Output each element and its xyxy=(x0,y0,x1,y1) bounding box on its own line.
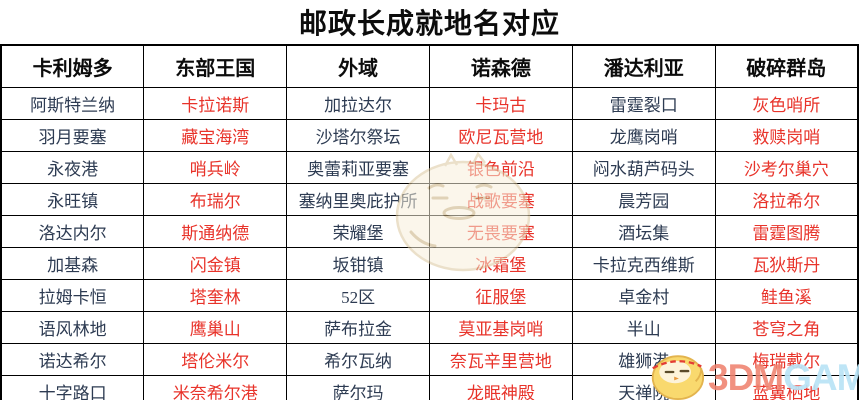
table-cell: 洛达内尔 xyxy=(0,215,145,248)
table-row: 拉姆卡恒 塔奎林 52区 征服堡 卓金村 鲑鱼溪 xyxy=(0,279,859,312)
table-cell: 雄狮港 xyxy=(571,343,716,376)
table-cell: 荣耀堡 xyxy=(286,215,430,248)
table-cell: 征服堡 xyxy=(428,279,573,312)
table-row: 永夜港 哨兵岭 奥蕾莉亚要塞 银色前沿 闷水葫芦码头 沙考尔巢穴 xyxy=(0,151,859,184)
table-cell: 龙鹰岗哨 xyxy=(571,119,716,152)
table-cell: 阿斯特兰纳 xyxy=(0,87,145,120)
table-row: 阿斯特兰纳 卡拉诺斯 加拉达尔 卡玛古 雷霆裂口 灰色哨所 xyxy=(0,87,859,120)
table-cell: 莫亚基岗哨 xyxy=(428,311,573,344)
table-cell: 卡拉诺斯 xyxy=(143,87,288,120)
table-cell: 雷霆图腾 xyxy=(714,215,859,248)
table-cell: 诺达希尔 xyxy=(0,343,145,376)
table-cell: 瓦狄斯丹 xyxy=(714,247,859,280)
table-cell: 洛拉希尔 xyxy=(714,183,859,216)
table-row: 洛达内尔 斯通纳德 荣耀堡 无畏要塞 酒坛集 雷霆图腾 xyxy=(0,215,859,248)
table-row: 羽月要塞 藏宝海湾 沙塔尔祭坛 欧尼瓦营地 龙鹰岗哨 救赎岗哨 xyxy=(0,119,859,152)
table-cell: 梅瑞戴尔 xyxy=(714,343,859,376)
table-row: 十字路口 米奈希尔港 萨尔玛 龙眠神殿 天禅院 蓝翼栖地 xyxy=(0,375,859,400)
table-cell: 布瑞尔 xyxy=(143,183,288,216)
table-cell: 萨布拉金 xyxy=(286,311,430,344)
table-cell: 奈瓦辛里营地 xyxy=(428,343,573,376)
table-cell: 酒坛集 xyxy=(571,215,716,248)
column-header: 诺森德 xyxy=(428,44,573,88)
table-cell: 塞纳里奥庇护所 xyxy=(286,183,430,216)
table-cell: 永夜港 xyxy=(0,151,145,184)
table-cell: 闷水葫芦码头 xyxy=(571,151,716,184)
column-header: 破碎群岛 xyxy=(714,44,859,88)
header-row: 卡利姆多 东部王国 外域 诺森德 潘达利亚 破碎群岛 xyxy=(0,44,859,88)
table-cell: 塔奎林 xyxy=(143,279,288,312)
table-cell: 沙塔尔祭坛 xyxy=(286,119,430,152)
column-header: 外域 xyxy=(286,44,430,88)
table-row: 诺达希尔 塔伦米尔 希尔瓦纳 奈瓦辛里营地 雄狮港 梅瑞戴尔 xyxy=(0,343,859,376)
table-cell: 奥蕾莉亚要塞 xyxy=(286,151,430,184)
table-cell: 沙考尔巢穴 xyxy=(714,151,859,184)
table-cell: 十字路口 xyxy=(0,375,145,400)
table-cell: 坂钳镇 xyxy=(286,247,430,280)
table-cell: 加拉达尔 xyxy=(286,87,430,120)
table-cell: 苍穹之角 xyxy=(714,311,859,344)
table-cell: 卡拉克西维斯 xyxy=(571,247,716,280)
table-row: 加基森 闪金镇 坂钳镇 冰霜堡 卡拉克西维斯 瓦狄斯丹 xyxy=(0,247,859,280)
table-cell: 蓝翼栖地 xyxy=(714,375,859,400)
table-cell: 无畏要塞 xyxy=(428,215,573,248)
table-cell: 语风林地 xyxy=(0,311,145,344)
table-cell: 卡玛古 xyxy=(428,87,573,120)
table-cell: 欧尼瓦营地 xyxy=(428,119,573,152)
column-header: 卡利姆多 xyxy=(0,44,145,88)
table-cell: 卓金村 xyxy=(571,279,716,312)
table-cell: 鹰巢山 xyxy=(143,311,288,344)
table-cell: 萨尔玛 xyxy=(286,375,430,400)
table-cell: 龙眠神殿 xyxy=(428,375,573,400)
table-body: 阿斯特兰纳 卡拉诺斯 加拉达尔 卡玛古 雷霆裂口 灰色哨所 羽月要塞 藏宝海湾 沙塔尔祭坛 欧尼瓦… xyxy=(0,87,859,400)
table-cell: 鲑鱼溪 xyxy=(714,279,859,312)
table-cell: 加基森 xyxy=(0,247,145,280)
table-row: 语风林地 鹰巢山 萨布拉金 莫亚基岗哨 半山 苍穹之角 xyxy=(0,311,859,344)
table-cell: 永旺镇 xyxy=(0,183,145,216)
table-cell: 哨兵岭 xyxy=(143,151,288,184)
table-cell: 银色前沿 xyxy=(428,151,573,184)
column-header: 潘达利亚 xyxy=(571,44,716,88)
table-cell: 晨芳园 xyxy=(571,183,716,216)
column-header: 东部王国 xyxy=(143,44,288,88)
table-cell: 闪金镇 xyxy=(143,247,288,280)
page-title: 邮政长成就地名对应 xyxy=(298,9,560,40)
table-cell: 塔伦米尔 xyxy=(143,343,288,376)
table-cell: 藏宝海湾 xyxy=(143,119,288,152)
table-cell: 希尔瓦纳 xyxy=(286,343,430,376)
table-cell: 雷霆裂口 xyxy=(571,87,716,120)
table-cell: 米奈希尔港 xyxy=(143,375,288,400)
table-cell: 天禅院 xyxy=(571,375,716,400)
table-cell: 羽月要塞 xyxy=(0,119,145,152)
table-cell: 救赎岗哨 xyxy=(714,119,859,152)
table-cell: 52区 xyxy=(286,279,430,312)
table-cell: 灰色哨所 xyxy=(714,87,859,120)
table-cell: 半山 xyxy=(571,311,716,344)
table-cell: 拉姆卡恒 xyxy=(0,279,145,312)
table-row: 永旺镇 布瑞尔 塞纳里奥庇护所 战歌要塞 晨芳园 洛拉希尔 xyxy=(0,183,859,216)
placename-table: 卡利姆多 东部王国 外域 诺森德 潘达利亚 破碎群岛 阿斯特兰纳 卡拉诺斯 加拉达尔 卡玛古 雷霆… xyxy=(0,44,859,400)
table-header: 卡利姆多 东部王国 外域 诺森德 潘达利亚 破碎群岛 xyxy=(0,44,859,88)
table-cell: 斯通纳德 xyxy=(143,215,288,248)
table-cell: 冰霜堡 xyxy=(428,247,573,280)
table-cell: 战歌要塞 xyxy=(428,183,573,216)
